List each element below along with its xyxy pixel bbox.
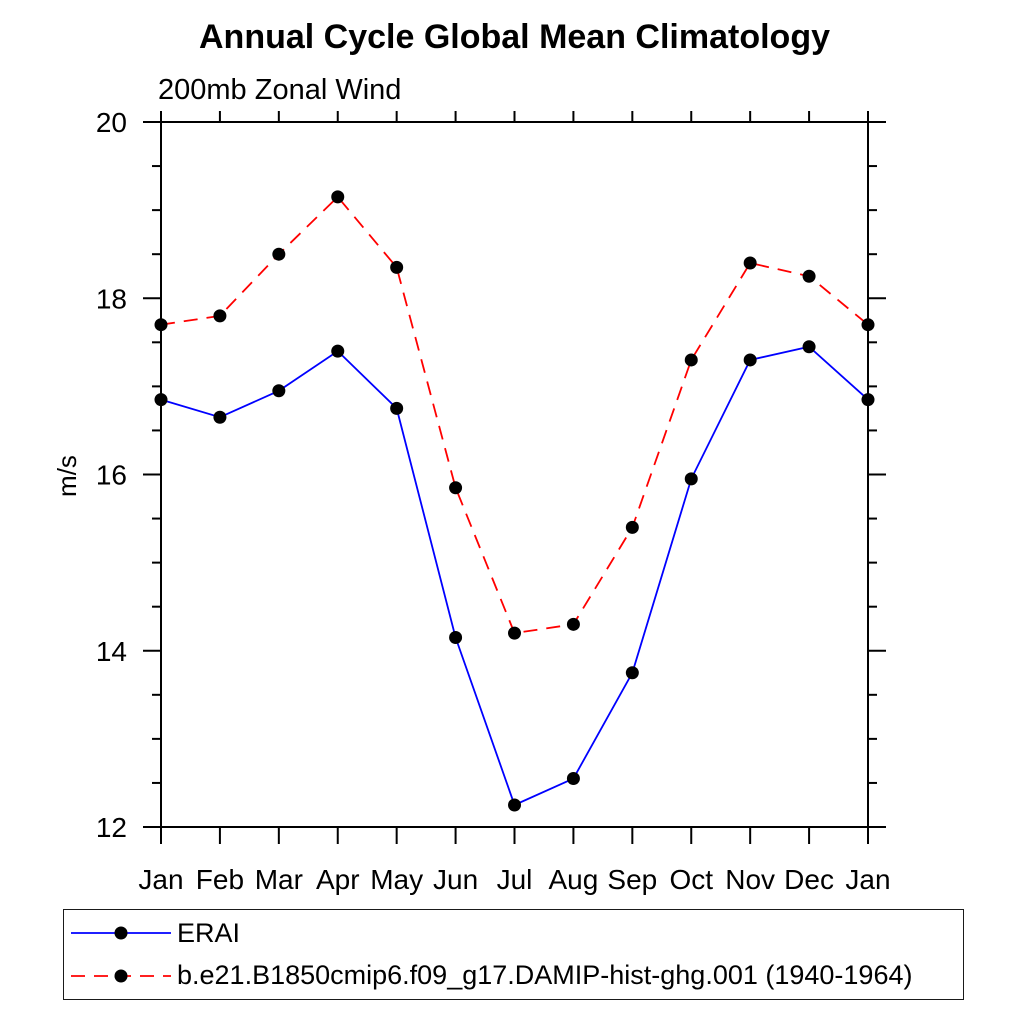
plot-frame	[160, 121, 869, 828]
legend-item-erai: ERAI	[68, 913, 963, 953]
data-marker	[154, 393, 168, 407]
chart-subtitle: 200mb Zonal Wind	[158, 74, 402, 106]
y-tick-label: 14	[96, 636, 127, 667]
y-tick-label: 16	[96, 460, 127, 491]
x-tick-label: Jan	[845, 864, 890, 895]
data-marker	[213, 410, 227, 424]
legend-marker-dot	[114, 926, 128, 940]
data-marker	[331, 344, 345, 358]
x-tick-label: Sep	[607, 864, 657, 895]
x-tick-label: Jan	[138, 864, 183, 895]
data-marker	[331, 190, 345, 204]
series-line-erai	[160, 345, 869, 807]
data-marker	[566, 772, 580, 786]
data-marker	[449, 481, 463, 495]
data-marker	[684, 353, 698, 367]
y-tick-label: 18	[96, 283, 127, 314]
y-axis: 12 14 16 18 20	[96, 107, 886, 843]
data-marker	[390, 401, 404, 415]
data-marker	[272, 384, 286, 398]
data-marker	[508, 798, 521, 812]
x-tick-label: Oct	[669, 864, 713, 895]
legend-item-model: b.e21.B1850cmip6.f09_g17.DAMIP-hist-ghg.…	[68, 956, 963, 996]
chart-title: Annual Cycle Global Mean Climatology	[199, 18, 830, 56]
x-tick-label: May	[370, 864, 423, 895]
data-marker	[625, 666, 639, 680]
data-marker	[213, 309, 227, 323]
x-tick-label: Dec	[784, 864, 834, 895]
data-marker	[566, 617, 580, 631]
x-tick-label: Jul	[497, 864, 533, 895]
data-marker	[684, 472, 698, 486]
data-marker	[390, 260, 404, 274]
y-axis-label: m/s	[52, 455, 82, 497]
data-marker	[802, 269, 816, 283]
x-tick-label: Nov	[725, 864, 775, 895]
x-tick-label: Feb	[196, 864, 244, 895]
x-axis: Jan Feb Mar Apr May Jun Jul Aug Sep Oct Nov Dec Jan	[138, 111, 891, 895]
data-marker	[743, 256, 757, 270]
data-marker	[449, 631, 463, 645]
legend: ERAI b.e21.B1850cmip6.f09_g17.DAMIP-hist…	[63, 909, 964, 1000]
legend-swatch-model-line	[71, 969, 171, 983]
data-marker	[625, 520, 639, 534]
data-marker	[861, 393, 875, 407]
x-tick-label: Jun	[433, 864, 478, 895]
x-tick-label: Apr	[316, 864, 360, 895]
data-marker	[861, 318, 875, 332]
data-marker	[154, 318, 168, 332]
y-tick-label: 12	[96, 812, 127, 843]
series-line-model	[160, 195, 869, 635]
legend-label-erai: ERAI	[177, 917, 241, 948]
y-tick-label: 20	[96, 107, 127, 138]
data-marker	[743, 353, 757, 367]
x-tick-label: Aug	[549, 864, 599, 895]
legend-marker-dot	[114, 969, 128, 983]
data-marker	[802, 340, 816, 354]
data-marker	[272, 247, 286, 261]
data-marker	[508, 626, 521, 640]
x-tick-label: Mar	[255, 864, 303, 895]
legend-swatch-erai-line	[71, 926, 171, 940]
legend-label-model: b.e21.B1850cmip6.f09_g17.DAMIP-hist-ghg.…	[177, 960, 913, 991]
